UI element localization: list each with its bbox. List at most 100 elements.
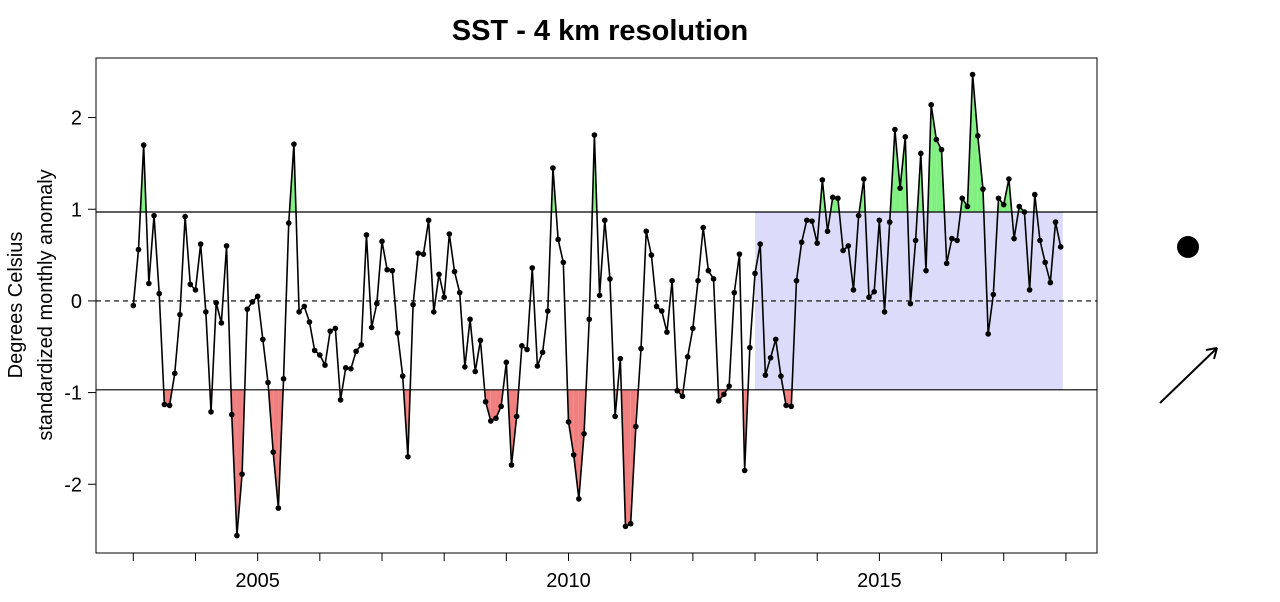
series-line: [132, 74, 1062, 536]
data-point: [415, 250, 422, 257]
data-point: [778, 373, 784, 379]
data-point: [596, 292, 603, 299]
data-point: [291, 141, 297, 147]
data-point: [1052, 219, 1059, 225]
data-point: [410, 301, 416, 308]
data-point: [938, 146, 945, 153]
data-point: [772, 336, 779, 343]
data-point: [513, 413, 520, 420]
y-axis-label: Degrees Celsius standardized monthly ano…: [5, 169, 57, 440]
data-point: [741, 467, 748, 474]
data-point: [342, 365, 349, 371]
plot-frame: [95, 57, 1098, 554]
data-point: [451, 268, 458, 275]
data-point: [353, 348, 359, 355]
data-point: [892, 126, 898, 133]
data-point: [881, 309, 888, 315]
anomaly-fill-below: [490, 389, 496, 421]
data-point: [192, 287, 199, 293]
data-point: [430, 309, 437, 315]
data-point: [384, 266, 390, 273]
data-point: [721, 391, 727, 398]
data-point: [871, 288, 877, 295]
data-point: [969, 71, 976, 78]
data-point: [130, 302, 137, 309]
data-point: [1042, 259, 1048, 266]
data-point: [441, 294, 447, 301]
data-point: [524, 346, 530, 353]
anomaly-fill-above: [936, 139, 942, 212]
data-point: [498, 403, 504, 410]
data-point: [980, 186, 986, 192]
data-point: [850, 287, 857, 293]
data-point: [793, 277, 800, 284]
data-point: [581, 431, 587, 437]
data-point: [638, 345, 644, 352]
data-point: [1000, 201, 1007, 208]
y-axis-label-line1: Degrees Celsius: [5, 232, 27, 379]
data-point: [633, 423, 639, 430]
data-point: [643, 228, 650, 235]
data-point: [804, 217, 810, 224]
data-point: [788, 403, 795, 410]
data-point: [876, 217, 883, 224]
chart-title: SST - 4 km resolution: [452, 15, 749, 47]
data-point: [493, 415, 499, 422]
data-point: [1016, 203, 1023, 210]
data-point: [265, 379, 271, 386]
data-point: [534, 363, 541, 369]
data-point: [1037, 237, 1043, 244]
data-point: [244, 306, 251, 312]
data-point: [270, 449, 276, 455]
data-point: [503, 359, 510, 366]
data-point: [715, 398, 722, 404]
data-point: [1021, 209, 1028, 215]
data-point: [607, 276, 613, 282]
data-point: [337, 397, 344, 403]
data-point: [187, 281, 194, 288]
data-point: [203, 309, 209, 315]
data-point: [477, 337, 484, 344]
data-point: [363, 232, 370, 238]
data-point: [824, 228, 831, 235]
data-point: [249, 299, 256, 305]
data-point: [809, 218, 815, 224]
data-point: [425, 217, 432, 224]
data-point: [146, 280, 152, 287]
data-point: [985, 331, 991, 337]
data-point: [508, 462, 515, 468]
data-point: [990, 291, 997, 298]
data-point: [467, 316, 473, 323]
data-point: [576, 496, 582, 502]
data-point: [140, 142, 147, 148]
data-point: [218, 320, 225, 326]
data-point: [954, 237, 960, 244]
anomaly-fill-below: [786, 389, 792, 407]
data-point: [726, 383, 732, 389]
data-point: [586, 316, 593, 323]
data-point: [394, 330, 401, 336]
data-point: [949, 235, 955, 242]
data-point: [436, 271, 442, 278]
data-point: [855, 212, 862, 219]
anomaly-fill-above: [832, 197, 838, 212]
data-point: [208, 409, 214, 415]
data-point: [539, 349, 546, 356]
data-point: [690, 325, 696, 332]
data-point: [306, 319, 313, 325]
data-point: [560, 259, 567, 266]
data-point: [135, 246, 142, 253]
data-point: [550, 165, 556, 171]
data-point: [519, 343, 525, 349]
data-point: [648, 252, 655, 258]
data-point: [472, 368, 479, 375]
data-point: [964, 203, 971, 210]
x-tick-label: 2010: [546, 570, 591, 592]
data-point: [420, 251, 427, 257]
data-point: [886, 219, 893, 225]
data-point: [311, 347, 318, 354]
data-point: [1057, 244, 1064, 250]
data-point: [897, 185, 903, 191]
data-point: [462, 364, 468, 370]
data-point: [710, 276, 717, 282]
